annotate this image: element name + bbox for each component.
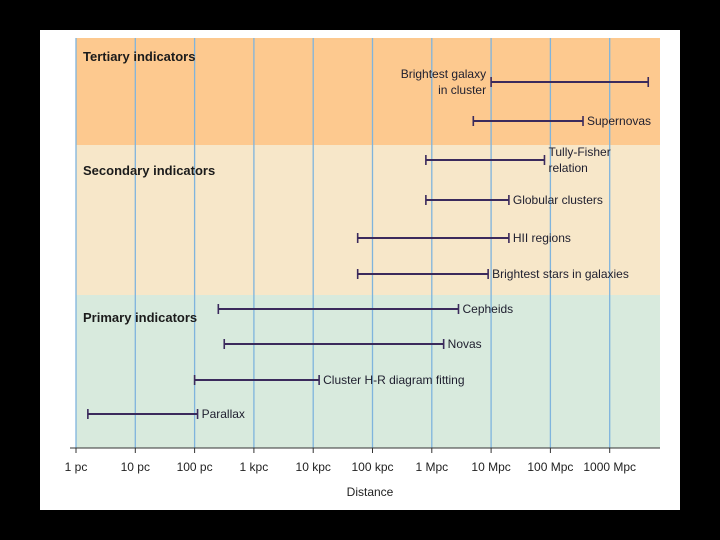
range-bar: Cepheids bbox=[217, 302, 513, 316]
band-title: Primary indicators bbox=[83, 310, 197, 325]
range-label-line: Novas bbox=[448, 337, 482, 351]
range-label-line: Globular clusters bbox=[513, 193, 603, 207]
range-bar: Cluster H-R diagram fitting bbox=[193, 373, 465, 387]
range-label-line: Cluster H-R diagram fitting bbox=[323, 373, 464, 387]
range-bar: Brightest galaxy in cluster bbox=[401, 67, 650, 97]
x-tick-label: 1 pc bbox=[65, 460, 88, 474]
range-label: Brightest stars in galaxies bbox=[492, 267, 629, 281]
band-title: Tertiary indicators bbox=[83, 49, 195, 64]
range-bar: Parallax bbox=[87, 407, 245, 421]
range-bar: Supernovas bbox=[472, 114, 651, 128]
bands-layer bbox=[76, 38, 660, 448]
ranges-layer: Brightest galaxy in cluster Supernovas Tull… bbox=[87, 67, 651, 421]
range-label-line: Supernovas bbox=[587, 114, 651, 128]
band-2-background bbox=[76, 145, 660, 295]
range-bar: Globular clusters bbox=[425, 193, 603, 207]
range-label: Tully-Fisher relation bbox=[548, 145, 610, 175]
range-label: Globular clusters bbox=[513, 193, 603, 207]
x-axis: 1 pc 10 pc 100 pc 1 kpc 10 kpc 100 kpc 1 Mpc 10… bbox=[65, 447, 660, 499]
range-label: Novas bbox=[448, 337, 482, 351]
x-tick-label: 100 pc bbox=[177, 460, 213, 474]
range-label: Brightest galaxy in cluster bbox=[401, 67, 486, 97]
x-tick-label: 1 kpc bbox=[240, 460, 269, 474]
range-label-line: HII regions bbox=[513, 231, 571, 245]
x-tick-label: 10 Mpc bbox=[471, 460, 510, 474]
range-label-line: Parallax bbox=[202, 407, 245, 421]
range-bar: Brightest stars in galaxies bbox=[356, 267, 629, 281]
x-tick-label: 10 pc bbox=[121, 460, 150, 474]
range-bar: HII regions bbox=[356, 231, 571, 245]
range-label-line: in cluster bbox=[438, 83, 486, 97]
x-tick-label: 10 kpc bbox=[296, 460, 331, 474]
range-label-line: Cepheids bbox=[462, 302, 513, 316]
x-tick-label: 1 Mpc bbox=[415, 460, 448, 474]
band-title: Secondary indicators bbox=[83, 163, 215, 178]
range-label: HII regions bbox=[513, 231, 571, 245]
range-label-line: Brightest stars in galaxies bbox=[492, 267, 629, 281]
range-label: Cluster H-R diagram fitting bbox=[323, 373, 464, 387]
figure-frame: Tertiary indicators Secondary indicators P… bbox=[40, 30, 680, 510]
distance-indicators-chart: Tertiary indicators Secondary indicators P… bbox=[65, 38, 660, 499]
range-label: Cepheids bbox=[462, 302, 513, 316]
band-1-background bbox=[76, 38, 660, 145]
range-label-line: relation bbox=[548, 161, 587, 175]
range-bar: Tully-Fisher relation bbox=[425, 145, 611, 175]
range-label-line: Brightest galaxy bbox=[401, 67, 486, 81]
x-tick-label: 100 kpc bbox=[351, 460, 393, 474]
band-3-background bbox=[76, 295, 660, 448]
range-label: Supernovas bbox=[587, 114, 651, 128]
range-label: Parallax bbox=[202, 407, 245, 421]
x-tick-label: 1000 Mpc bbox=[583, 460, 636, 474]
range-bar: Novas bbox=[223, 337, 482, 351]
x-tick-label: 100 Mpc bbox=[527, 460, 573, 474]
range-label-line: Tully-Fisher bbox=[548, 145, 610, 159]
x-axis-title: Distance bbox=[347, 485, 394, 499]
